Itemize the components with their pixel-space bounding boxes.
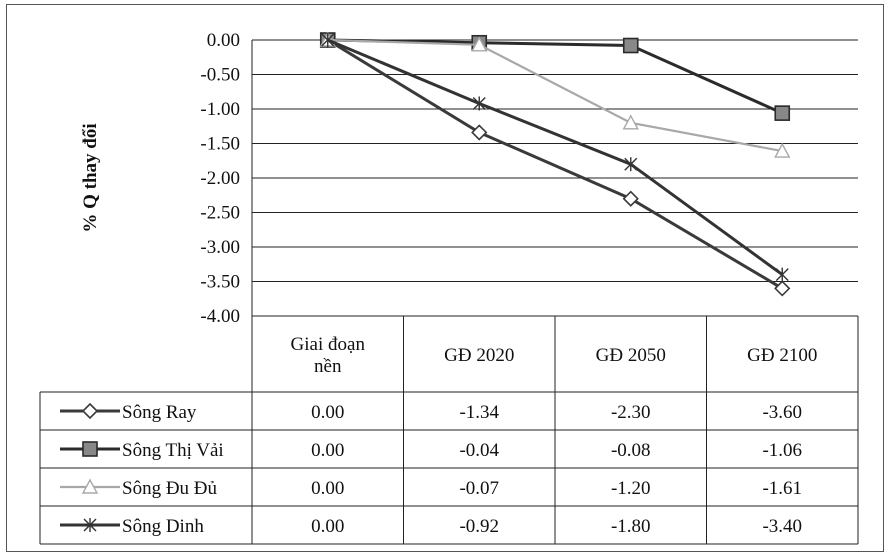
- series-layer: [319, 31, 791, 297]
- chart-frame: [6, 4, 884, 552]
- diamond-marker: [81, 402, 99, 420]
- y-tick-label: -2.50: [200, 203, 240, 224]
- triangle-marker: [622, 114, 639, 130]
- square-marker: [774, 105, 791, 121]
- legend-series-name: Sông Thị Vải: [122, 440, 224, 461]
- y-tick-label: -3.50: [200, 272, 240, 293]
- data-value-cell: -0.92: [459, 516, 499, 537]
- series-line: [327, 38, 783, 115]
- category-label: Giai đoạn nền: [291, 334, 366, 377]
- y-tick-label: -0.50: [200, 65, 240, 86]
- category-label: GĐ 2100: [747, 345, 817, 366]
- data-value-cell: -1.20: [611, 478, 651, 499]
- star-marker: [472, 96, 486, 111]
- triangle-marker: [774, 142, 791, 158]
- data-value-cell: -1.80: [611, 516, 651, 537]
- legend-series-name: Sông Đu Đủ: [122, 478, 218, 499]
- data-value-cell: -1.61: [762, 478, 802, 499]
- star-marker: [624, 157, 638, 172]
- gridlines: [251, 39, 858, 317]
- series-group: [319, 32, 791, 121]
- data-value-cell: -0.04: [459, 440, 499, 461]
- y-tick-label: -4.00: [200, 306, 240, 327]
- diamond-marker: [774, 280, 791, 297]
- legend-series-name: Sông Ray: [122, 402, 197, 423]
- series-group: [319, 31, 791, 297]
- data-value-cell: -2.30: [611, 402, 651, 423]
- data-value-cell: -0.07: [459, 478, 499, 499]
- data-value-cell: -0.08: [611, 440, 651, 461]
- series-group: [321, 33, 789, 282]
- data-value-cell: 0.00: [311, 516, 344, 537]
- data-table: Giai đoạn nền GĐ 2020 GĐ 2050 GĐ 2100 Sông Ra…: [39, 316, 859, 545]
- data-value-cell: -1.06: [762, 440, 802, 461]
- data-value-cell: -3.40: [762, 516, 802, 537]
- data-value-cell: 0.00: [311, 402, 344, 423]
- series-line: [326, 38, 784, 290]
- star-marker: [321, 33, 335, 47]
- star-marker: [83, 518, 97, 532]
- series-line: [327, 38, 784, 276]
- data-value-cell: -3.60: [762, 402, 802, 423]
- square-marker: [82, 441, 98, 457]
- data-value-cell: 0.00: [311, 478, 344, 499]
- data-value-cell: -1.34: [459, 402, 499, 423]
- data-value-cell: 0.00: [311, 440, 344, 461]
- y-tick-label: -1.50: [200, 134, 240, 155]
- series-line: [327, 38, 783, 153]
- series-group: [319, 31, 791, 158]
- y-tick-label: 0.00: [207, 30, 240, 51]
- category-label: GĐ 2020: [444, 345, 514, 366]
- legend-series-name: Sông Dinh: [122, 516, 204, 537]
- diamond-marker: [622, 190, 639, 207]
- y-axis-label: % Q thay đổi: [80, 123, 101, 232]
- y-tick-label: -2.00: [200, 168, 240, 189]
- diamond-marker: [471, 124, 488, 141]
- y-axis-ticks: 0.00 -0.50 -1.00 -1.50 -2.00 -2.50 -3.00 -3.50 -…: [200, 30, 240, 327]
- star-marker: [775, 267, 789, 282]
- y-tick-label: -3.00: [200, 237, 240, 258]
- category-label: GĐ 2050: [596, 345, 666, 366]
- y-tick-label: -1.00: [200, 99, 240, 120]
- square-marker: [622, 37, 639, 54]
- triangle-marker: [81, 478, 99, 494]
- triangle-marker: [471, 36, 488, 52]
